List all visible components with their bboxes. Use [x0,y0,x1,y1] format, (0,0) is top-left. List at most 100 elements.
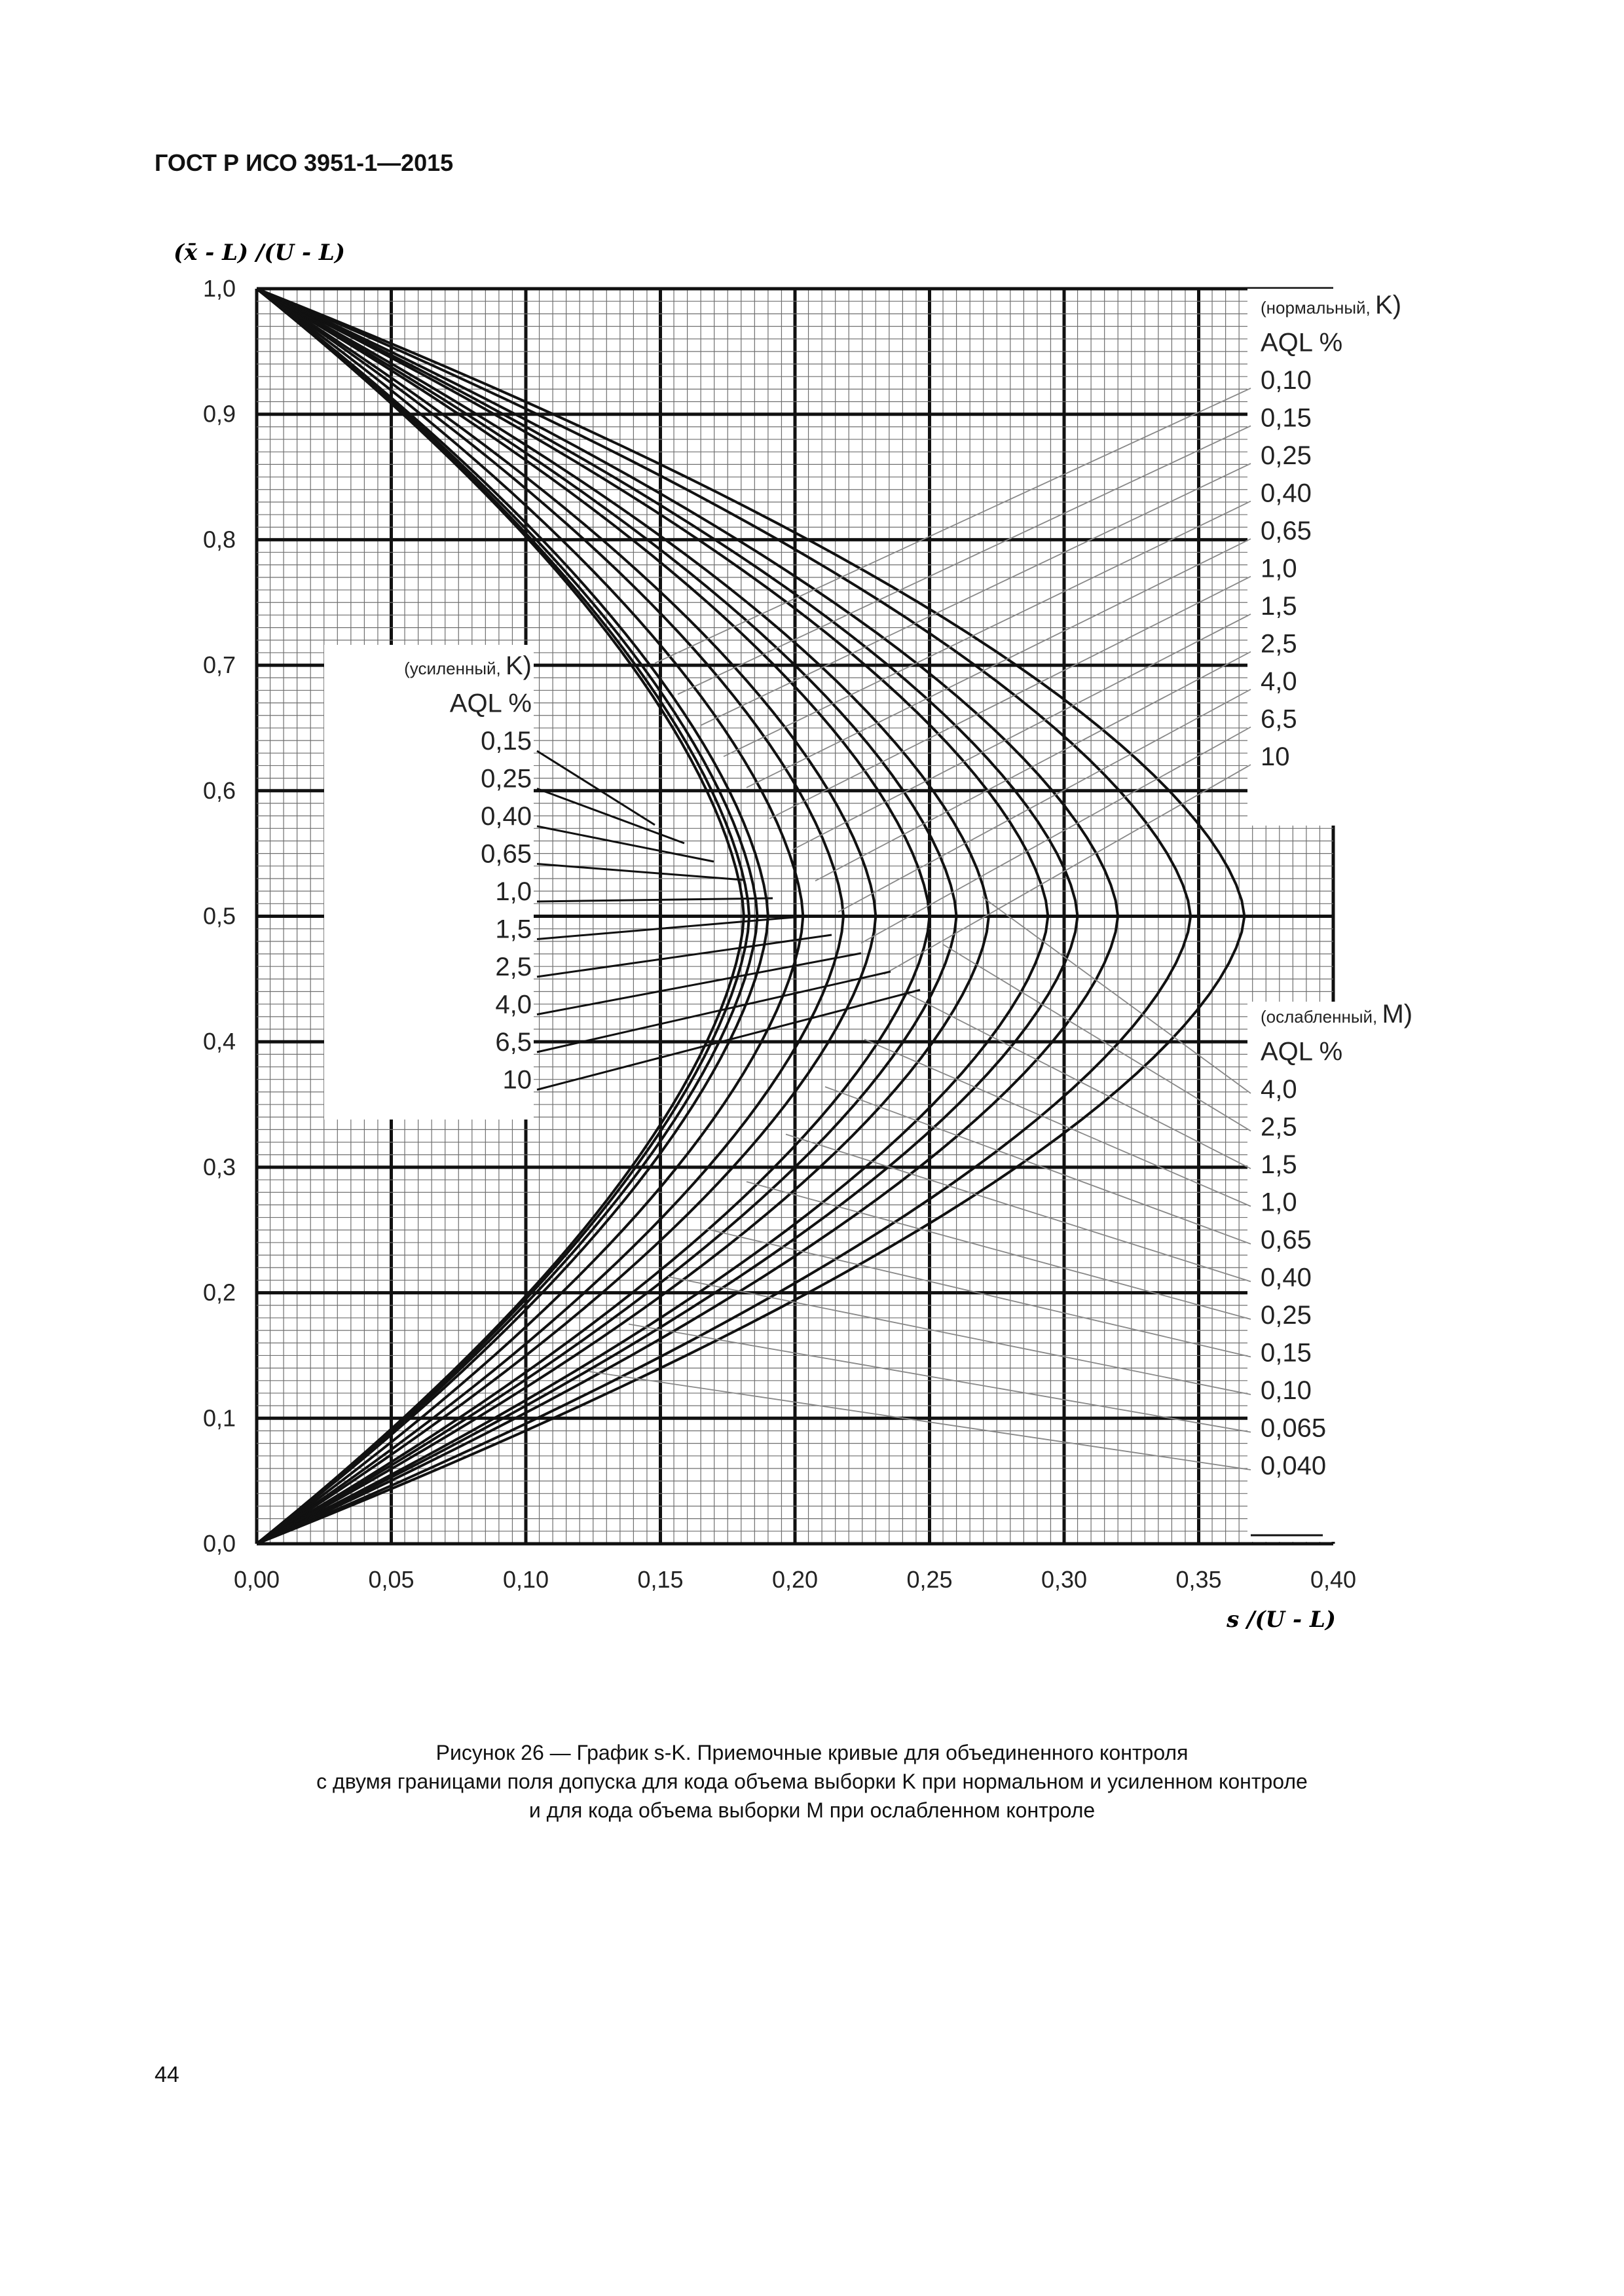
acceptance-curve [255,287,805,1545]
leader-reduced [824,1086,1251,1245]
legend-backdrop-reduced [1247,1002,1339,1542]
acceptance-curve [256,287,1079,1545]
leader-normal [746,538,1251,788]
legend-entry-normal: 6,5 [1261,705,1297,734]
legend-entry-normal: 10 [1261,742,1290,771]
legend-entry-tightened: 2,5 [495,953,532,981]
legend-entry-tightened: 1,5 [495,915,532,944]
leader-reduced [982,896,1251,1094]
leader-normal [860,726,1251,944]
leader-reduced [667,1276,1251,1395]
legend-entry-normal: 0,10 [1261,366,1312,395]
x-tick-label: 0,15 [637,1566,683,1593]
legend-entry-reduced: 2,5 [1261,1113,1297,1142]
leader-normal [838,689,1251,913]
caption-line-3: и для кода объема выборки M при ослаблен… [528,1798,1096,1822]
leader-reduced [942,943,1251,1132]
acceptance-curve [256,287,1050,1545]
y-tick-label: 0,3 [203,1154,236,1180]
x-tick-label: 0,10 [503,1566,549,1593]
legend-entry-tightened: 0,65 [481,840,532,869]
y-tick-label: 0,5 [203,903,236,930]
leader-reduced [746,1181,1251,1320]
x-tick-label: 0,30 [1041,1566,1087,1593]
legend-entry-tightened: 10 [503,1066,532,1095]
legend-entry-normal: 0,25 [1261,441,1312,470]
legend-entry-normal: 1,0 [1261,555,1297,583]
acceptance-curve [256,287,1192,1545]
leader-normal [769,575,1251,820]
legend-entry-tightened: 0,15 [481,727,532,756]
y-tick-label: 0,8 [203,526,236,553]
leader-tightened [536,750,655,826]
legend-entry-normal: 4,0 [1261,667,1297,696]
x-tick-label: 0,05 [368,1566,414,1593]
acceptance-curve [256,287,1246,1545]
legend-entry-reduced: 0,40 [1261,1264,1312,1292]
y-tick-label: 0,1 [203,1404,236,1431]
leader-reduced [589,1371,1251,1470]
legend-entry-tightened: 0,40 [481,802,532,831]
y-axis-label: (x̄ - L) /(U - L) [174,240,345,266]
legend-entry-tightened: 1,0 [495,877,532,906]
leader-tightened [536,897,773,903]
leader-reduced [785,1133,1251,1283]
legend-backdrop-normal [1247,289,1339,826]
legend-aql-reduced: AQL % [1261,1038,1342,1066]
legend-entry-reduced: 0,065 [1261,1414,1326,1443]
leader-reduced [864,1038,1251,1207]
leader-tightened [536,863,744,881]
s-k-chart: 0,00 0,05 0,10 0,15 0,20 0,25 0,30 0,35 0,40 0,0 0… [174,240,1412,1633]
caption-line-1: Рисунок 26 — График s-K. Приемочные крив… [435,1741,1189,1764]
x-axis-label: s /(U - L) [1226,1607,1336,1633]
leader-tightened [536,970,891,1053]
x-tick-label: 0,00 [234,1566,280,1593]
legend-entry-normal: 0,65 [1261,517,1312,545]
caption-line-2: с двумя границами поля допуска для кода … [316,1770,1308,1793]
y-tick-label: 0,2 [203,1279,236,1306]
legend-entry-reduced: 0,15 [1261,1339,1312,1368]
page-number: 44 [155,2062,179,2087]
leader-normal [723,500,1251,757]
acceptance-curve [255,287,759,1545]
legend-aql-normal: AQL % [1261,329,1342,357]
legend-code-normal: K) [1375,291,1401,319]
x-tick-label: 0,25 [906,1566,952,1593]
legend-entry-tightened: 6,5 [495,1028,532,1057]
legend-entry-reduced: 1,5 [1261,1150,1297,1179]
leader-reduced [903,991,1251,1169]
leader-tightened [536,952,862,1015]
acceptance-curve [255,287,931,1545]
acceptance-curve [255,287,745,1545]
y-tick-label: 0,9 [203,401,236,428]
y-tick-label: 0,4 [203,1028,236,1055]
leader-normal [883,764,1251,975]
legend-entry-reduced: 0,25 [1261,1301,1312,1330]
x-tick-label: 0,20 [772,1566,818,1593]
legend-entry-reduced: 0,65 [1261,1226,1312,1254]
acceptance-curve [255,287,751,1545]
leader-normal [677,425,1251,695]
leader-lines [536,388,1251,1470]
legend-entry-reduced: 0,040 [1261,1451,1326,1480]
x-tick-label: 0,40 [1310,1566,1356,1593]
y-tick-label: 0,0 [203,1530,236,1557]
acceptance-curve [256,287,990,1545]
legend-backdrop-tightened [324,645,534,1120]
x-tick-label: 0,35 [1175,1566,1221,1593]
figure-caption: Рисунок 26 — График s-K. Приемочные крив… [0,1738,1624,1825]
axis-tick-labels: 0,00 0,05 0,10 0,15 0,20 0,25 0,30 0,35 0,40 0,0 0… [203,275,1356,1593]
legend-entry-normal: 0,15 [1261,404,1312,433]
legend-entry-tightened: 4,0 [495,991,532,1019]
y-tick-label: 1,0 [203,275,236,302]
y-tick-label: 0,7 [203,651,236,678]
document-header: ГОСТ Р ИСО 3951-1—2015 [155,149,454,176]
leader-reduced [628,1323,1251,1433]
legend-entry-tightened: 0,25 [481,765,532,793]
legend-entry-normal: 1,5 [1261,592,1297,621]
legends: (нормальный, K)AQL %0,100,150,250,400,65… [404,291,1412,1480]
acceptance-curves [255,287,1246,1545]
y-tick-label: 0,6 [203,777,236,804]
legend-code-tightened: K) [506,651,532,680]
leader-normal [700,463,1251,726]
